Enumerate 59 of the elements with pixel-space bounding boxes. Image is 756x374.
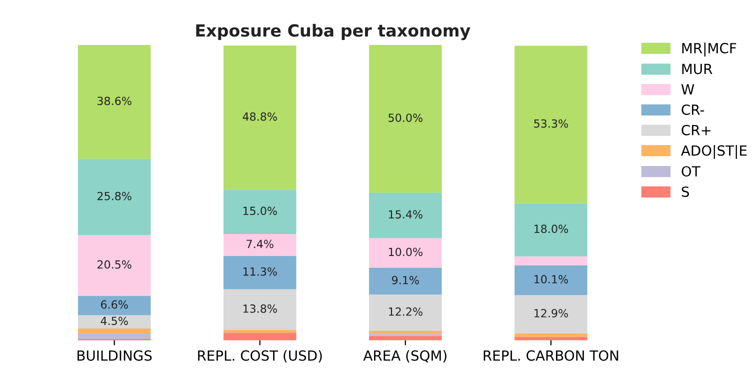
bar — [223, 289, 296, 330]
legend-label: ADO|ST|E — [681, 144, 747, 159]
data-label: 12.2% — [388, 307, 422, 316]
x-tick-label: REPL. COST (USD) — [198, 350, 322, 362]
data-label: 7.4% — [246, 240, 274, 248]
bar — [514, 203, 588, 256]
x-tick-label: REPL. CARBON TON — [484, 350, 618, 361]
bar — [223, 330, 296, 333]
bar — [78, 235, 151, 296]
bar — [514, 46, 588, 204]
legend-label: MR|MCF — [682, 42, 736, 56]
bar — [514, 295, 588, 334]
bar — [78, 158, 151, 236]
data-label: 11.3% — [243, 267, 277, 276]
data-label: 50.0% — [388, 114, 422, 122]
bar — [78, 328, 151, 334]
bar — [78, 334, 151, 339]
data-label: 10.1% — [534, 275, 568, 284]
legend-label: W — [681, 84, 694, 94]
bar — [514, 265, 588, 296]
bar — [78, 315, 151, 329]
bar — [223, 190, 296, 234]
x-tick-label: AREA (SQM) — [363, 350, 446, 362]
data-label: 9.1% — [392, 276, 419, 284]
data-label: 6.6% — [101, 300, 128, 309]
data-label: 53.3% — [534, 119, 568, 128]
data-label: 15.4% — [388, 210, 422, 219]
data-label: 18.0% — [534, 224, 568, 234]
bar — [514, 333, 588, 337]
legend-label: CR+ — [682, 124, 710, 136]
data-label: 20.5% — [98, 260, 132, 269]
bar — [369, 330, 442, 334]
data-label: 10.0% — [388, 248, 422, 256]
legend-label: CR- — [682, 104, 704, 115]
bar — [223, 45, 296, 190]
bar — [78, 296, 151, 316]
bar — [223, 256, 296, 290]
data-label: 13.8% — [243, 304, 277, 313]
legend-label: S — [682, 186, 689, 197]
bar — [223, 332, 296, 340]
legend-label: OT — [682, 166, 700, 177]
bar — [369, 336, 442, 340]
data-label: 15.0% — [243, 206, 277, 216]
bar — [78, 44, 151, 159]
bar — [369, 294, 442, 331]
data-label: 12.9% — [534, 309, 568, 318]
bar — [369, 238, 442, 268]
bar — [514, 256, 588, 266]
bar — [369, 44, 442, 193]
bar — [369, 192, 442, 238]
data-label: 48.8% — [242, 112, 277, 121]
data-label: 4.5% — [100, 316, 128, 326]
data-label: 38.6% — [98, 96, 132, 106]
x-tick-label: BUILDINGS — [78, 350, 152, 361]
legend-label: MUR — [682, 64, 712, 74]
bar — [223, 234, 296, 256]
data-label: 25.8% — [98, 192, 132, 200]
bar — [369, 268, 442, 295]
chart-title: Exposure Cuba per taxonomy — [196, 24, 470, 40]
